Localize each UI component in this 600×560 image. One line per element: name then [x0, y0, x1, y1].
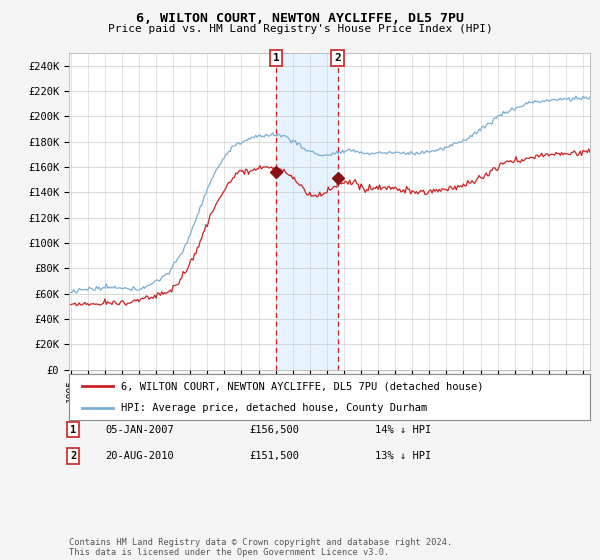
- Text: 20-AUG-2010: 20-AUG-2010: [105, 451, 174, 461]
- Text: 6, WILTON COURT, NEWTON AYCLIFFE, DL5 7PU (detached house): 6, WILTON COURT, NEWTON AYCLIFFE, DL5 7P…: [121, 381, 484, 391]
- Text: 1: 1: [70, 424, 76, 435]
- Text: Contains HM Land Registry data © Crown copyright and database right 2024.
This d: Contains HM Land Registry data © Crown c…: [69, 538, 452, 557]
- Text: £151,500: £151,500: [249, 451, 299, 461]
- Text: 2: 2: [70, 451, 76, 461]
- Text: 14% ↓ HPI: 14% ↓ HPI: [375, 424, 431, 435]
- Text: £156,500: £156,500: [249, 424, 299, 435]
- Bar: [276, 53, 338, 370]
- Text: 2: 2: [334, 53, 341, 63]
- Text: Price paid vs. HM Land Registry's House Price Index (HPI): Price paid vs. HM Land Registry's House …: [107, 24, 493, 34]
- Text: 6, WILTON COURT, NEWTON AYCLIFFE, DL5 7PU: 6, WILTON COURT, NEWTON AYCLIFFE, DL5 7P…: [136, 12, 464, 25]
- Text: 1: 1: [273, 53, 280, 63]
- Text: 05-JAN-2007: 05-JAN-2007: [105, 424, 174, 435]
- Text: HPI: Average price, detached house, County Durham: HPI: Average price, detached house, Coun…: [121, 403, 427, 413]
- Text: 13% ↓ HPI: 13% ↓ HPI: [375, 451, 431, 461]
